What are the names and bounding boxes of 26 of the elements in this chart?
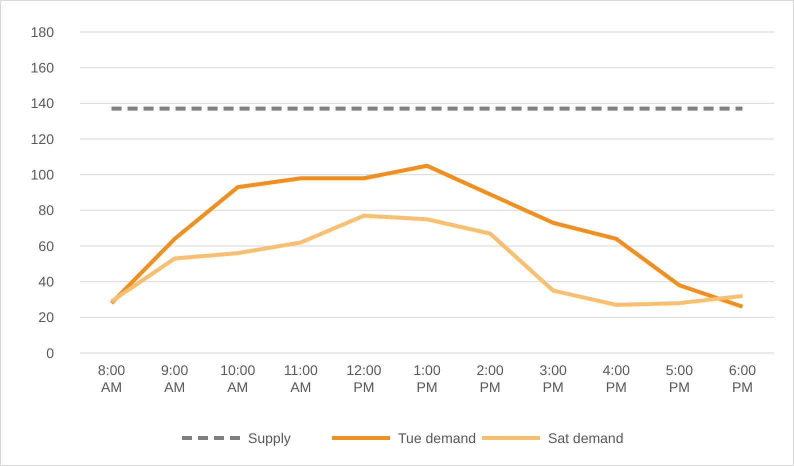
y-tick-label: 60 <box>38 238 54 254</box>
y-tick-label: 180 <box>30 24 54 40</box>
y-tick-label: 20 <box>38 309 54 326</box>
y-tick-label: 0 <box>46 344 54 361</box>
x-tick-label: 8:00 AM <box>98 362 126 395</box>
y-tick-label: 40 <box>38 274 54 290</box>
x-tick-label: 9:00 AM <box>161 362 188 395</box>
x-tick-label: 11:00 AM <box>284 362 318 395</box>
x-tick-label: 4:00 PM <box>602 362 630 395</box>
legend-label: Sat demand <box>548 430 624 446</box>
y-tick-label: 140 <box>30 95 54 112</box>
x-tick-label: 5:00 PM <box>666 362 694 395</box>
line-series <box>110 214 744 307</box>
x-tick-label: 3:00 PM <box>540 362 568 395</box>
y-tick-label: 100 <box>30 166 54 183</box>
legend-label: Supply <box>248 430 291 446</box>
legend-label: Tue demand <box>398 430 476 446</box>
y-tick-label: 80 <box>38 202 54 218</box>
x-tick-label: 12:00 PM <box>346 362 382 395</box>
y-tick-label: 120 <box>30 130 54 147</box>
y-tick-label: 160 <box>30 60 54 76</box>
x-tick-label: 6:00 PM <box>728 362 756 395</box>
x-tick-label: 10:00 AM <box>220 362 256 395</box>
x-tick-label: 2:00 PM <box>476 362 504 395</box>
line-series <box>110 164 744 309</box>
x-tick-label: 1:00 PM <box>413 362 441 395</box>
